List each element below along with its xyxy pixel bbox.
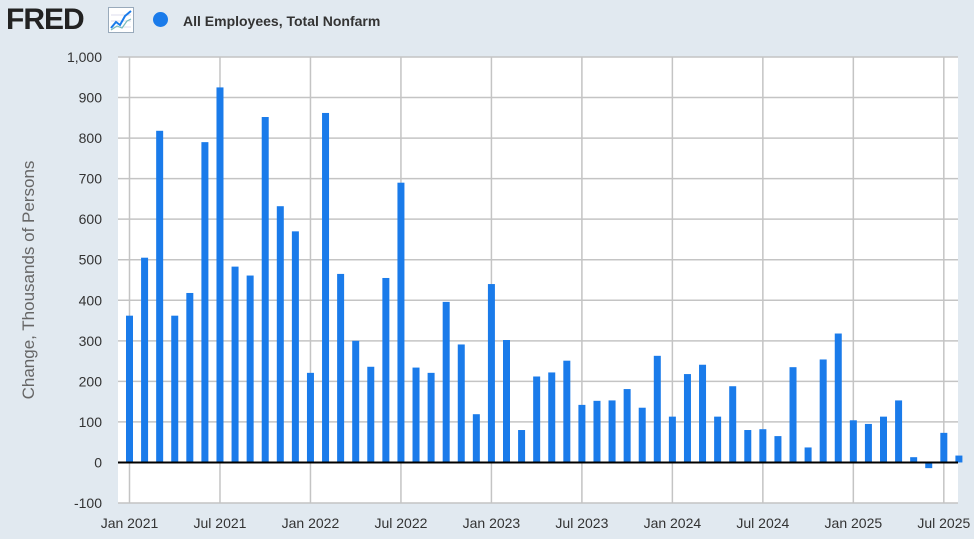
x-tick-label: Jan 2024 — [644, 515, 702, 531]
bar-2024-01[interactable] — [668, 416, 676, 463]
y-axis-ticks: -100 0 100 200 300 400 500 600 700 800 900 1,000 — [67, 49, 102, 511]
bar-2022-11[interactable] — [457, 344, 465, 463]
bar-2023-09[interactable] — [608, 400, 616, 463]
bar-2023-04[interactable] — [533, 376, 541, 463]
bar-2022-04[interactable] — [352, 340, 360, 463]
x-axis-ticks: Jan 2021 Jul 2021 Jan 2022 Jul 2022 Jan 2023… — [101, 515, 971, 531]
bar-2021-04[interactable] — [171, 315, 179, 463]
bar-2021-11[interactable] — [276, 206, 284, 463]
x-tick-label: Jul 2025 — [917, 515, 970, 531]
bar-2023-01[interactable] — [487, 284, 495, 463]
bar-2021-05[interactable] — [186, 292, 194, 463]
bar-2024-08[interactable] — [774, 436, 782, 463]
bar-2022-10[interactable] — [442, 301, 450, 463]
bar-2025-07[interactable] — [940, 432, 948, 463]
bar-2021-07[interactable] — [216, 87, 224, 463]
bar-series — [126, 87, 963, 469]
bar-2021-03[interactable] — [156, 130, 164, 463]
x-tick-label: Jul 2024 — [736, 515, 789, 531]
bar-2023-12[interactable] — [653, 355, 661, 463]
legend-label[interactable]: All Employees, Total Nonfarm — [183, 13, 381, 29]
bar-2025-08[interactable] — [955, 455, 963, 463]
bar-2024-05[interactable] — [729, 386, 737, 463]
bar-2024-03[interactable] — [699, 364, 707, 463]
y-axis-label: Change, Thousands of Persons — [19, 161, 38, 400]
x-tick-label: Jul 2021 — [194, 515, 247, 531]
y-tick-label: 300 — [79, 333, 103, 349]
bar-2024-07[interactable] — [759, 429, 767, 463]
line-chart-icon — [108, 7, 134, 33]
bar-2023-06[interactable] — [563, 360, 571, 463]
y-tick-label: -100 — [74, 495, 102, 511]
bar-2021-12[interactable] — [291, 231, 299, 463]
x-tick-label: Jan 2021 — [101, 515, 159, 531]
bar-2024-12[interactable] — [834, 333, 842, 463]
bar-2025-06[interactable] — [925, 462, 933, 469]
bar-2023-07[interactable] — [578, 404, 586, 463]
x-tick-label: Jul 2022 — [374, 515, 427, 531]
bar-2021-10[interactable] — [261, 117, 269, 463]
y-tick-label: 800 — [79, 130, 103, 146]
bar-2022-05[interactable] — [367, 366, 375, 463]
y-tick-label: 100 — [79, 414, 103, 430]
bar-2025-03[interactable] — [880, 416, 887, 463]
y-tick-label: 600 — [79, 211, 103, 227]
bar-2024-02[interactable] — [683, 374, 691, 463]
y-tick-label: 500 — [79, 252, 103, 268]
bar-2022-09[interactable] — [427, 372, 435, 463]
y-tick-label: 0 — [94, 454, 102, 470]
y-tick-label: 900 — [79, 90, 103, 106]
y-tick-label: 200 — [79, 373, 103, 389]
bar-2021-09[interactable] — [246, 275, 254, 463]
y-tick-label: 400 — [79, 292, 103, 308]
x-tick-label: Jan 2025 — [825, 515, 883, 531]
bar-2021-08[interactable] — [231, 266, 239, 463]
bar-2022-08[interactable] — [412, 367, 420, 463]
bar-2022-03[interactable] — [337, 273, 345, 463]
bar-2024-04[interactable] — [714, 416, 722, 463]
bar-2023-10[interactable] — [623, 389, 631, 463]
bar-2022-12[interactable] — [472, 414, 480, 463]
bar-2021-06[interactable] — [201, 142, 209, 463]
bar-2021-02[interactable] — [141, 257, 149, 463]
y-tick-label: 1,000 — [67, 49, 102, 65]
bar-2024-09[interactable] — [789, 367, 797, 463]
bar-2022-06[interactable] — [382, 277, 390, 463]
bar-2024-06[interactable] — [744, 430, 752, 463]
bar-2025-01[interactable] — [849, 420, 857, 463]
chart-header: FRED All Employees, Total Nonfarm — [0, 0, 974, 44]
bar-2024-11[interactable] — [819, 359, 827, 463]
bar-2023-11[interactable] — [638, 407, 646, 463]
bar-2024-10[interactable] — [804, 447, 812, 463]
bar-2023-08[interactable] — [593, 400, 601, 463]
bar-2022-01[interactable] — [306, 372, 314, 463]
bar-2022-02[interactable] — [322, 112, 330, 463]
bar-2023-05[interactable] — [548, 372, 556, 463]
x-tick-label: Jan 2022 — [282, 515, 340, 531]
bar-2023-02[interactable] — [503, 340, 510, 463]
x-tick-label: Jul 2023 — [555, 515, 608, 531]
x-tick-label: Jan 2023 — [463, 515, 521, 531]
bar-2025-02[interactable] — [864, 423, 872, 463]
bar-2025-04[interactable] — [895, 400, 903, 463]
bar-2025-05[interactable] — [910, 457, 918, 463]
legend-marker — [153, 12, 168, 27]
bar-2023-03[interactable] — [518, 430, 526, 463]
bar-2021-01[interactable] — [126, 315, 133, 463]
y-tick-label: 700 — [79, 171, 103, 187]
fred-logo[interactable]: FRED — [6, 3, 85, 36]
bar-2022-07[interactable] — [397, 182, 405, 463]
